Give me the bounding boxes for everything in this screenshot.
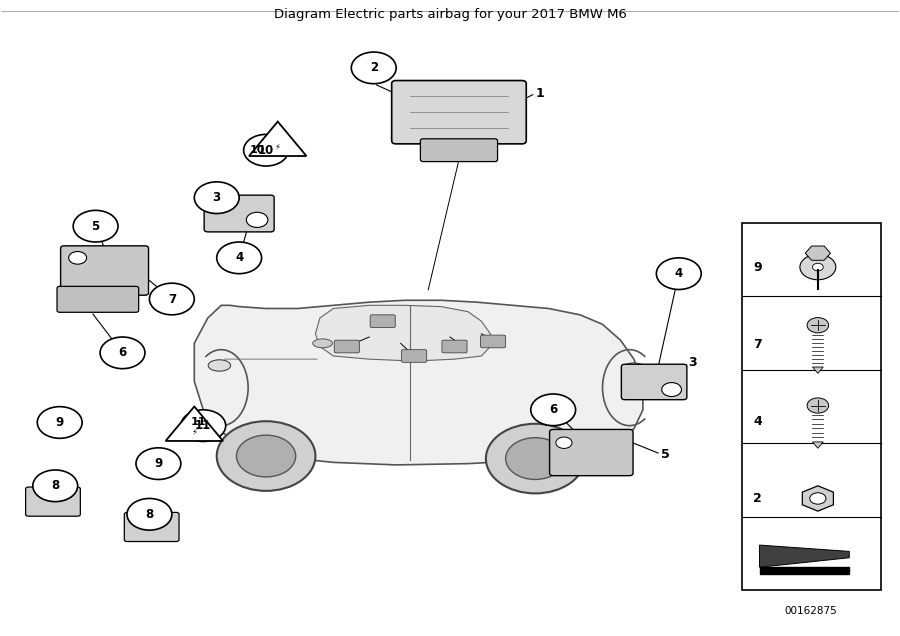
FancyBboxPatch shape [550, 429, 633, 476]
Circle shape [127, 499, 172, 530]
Circle shape [807, 317, 829, 333]
Circle shape [486, 424, 585, 494]
Text: 4: 4 [753, 415, 762, 428]
Text: 10: 10 [258, 144, 274, 156]
FancyBboxPatch shape [57, 286, 139, 312]
Circle shape [181, 410, 226, 441]
Circle shape [149, 283, 194, 315]
FancyBboxPatch shape [124, 513, 179, 541]
Polygon shape [249, 121, 306, 156]
Bar [760, 567, 850, 574]
Circle shape [556, 437, 572, 448]
Ellipse shape [312, 339, 332, 348]
Text: Diagram Electric parts airbag for your 2017 BMW M6: Diagram Electric parts airbag for your 2… [274, 8, 626, 21]
Text: 9: 9 [753, 261, 762, 273]
Text: ⚡: ⚡ [274, 142, 281, 151]
FancyBboxPatch shape [442, 340, 467, 353]
Circle shape [32, 470, 77, 502]
Text: 4: 4 [675, 267, 683, 280]
Circle shape [244, 134, 289, 166]
Circle shape [800, 254, 836, 280]
Circle shape [531, 394, 576, 425]
Text: 5: 5 [661, 448, 670, 460]
FancyBboxPatch shape [370, 315, 395, 328]
Circle shape [813, 263, 824, 271]
PathPatch shape [194, 300, 643, 465]
Circle shape [656, 258, 701, 289]
FancyBboxPatch shape [334, 340, 359, 353]
Circle shape [351, 52, 396, 84]
Circle shape [68, 251, 86, 264]
Polygon shape [813, 442, 824, 448]
Text: 8: 8 [145, 508, 154, 521]
FancyBboxPatch shape [420, 139, 498, 162]
Polygon shape [166, 406, 223, 441]
Circle shape [217, 242, 262, 273]
Text: 9: 9 [56, 416, 64, 429]
Text: 11: 11 [191, 417, 206, 427]
Polygon shape [802, 486, 833, 511]
Circle shape [247, 212, 268, 228]
PathPatch shape [315, 305, 491, 361]
Text: 7: 7 [167, 293, 176, 305]
Text: 11: 11 [195, 419, 212, 432]
FancyBboxPatch shape [401, 350, 427, 363]
Polygon shape [806, 246, 831, 260]
Text: 5: 5 [92, 219, 100, 233]
FancyBboxPatch shape [621, 364, 687, 399]
FancyBboxPatch shape [60, 245, 148, 295]
Circle shape [136, 448, 181, 480]
FancyBboxPatch shape [481, 335, 506, 348]
Text: 7: 7 [753, 338, 762, 350]
Text: 3: 3 [688, 356, 697, 369]
FancyBboxPatch shape [392, 81, 526, 144]
Polygon shape [813, 367, 824, 373]
Ellipse shape [623, 363, 645, 375]
Circle shape [37, 406, 82, 438]
Circle shape [810, 493, 826, 504]
Circle shape [237, 435, 296, 477]
Circle shape [100, 337, 145, 369]
Text: 2: 2 [753, 492, 762, 505]
Text: 3: 3 [212, 191, 220, 204]
Text: ⚡: ⚡ [192, 427, 197, 436]
Text: 1: 1 [536, 86, 544, 100]
Text: 00162875: 00162875 [785, 606, 838, 616]
FancyBboxPatch shape [742, 223, 881, 590]
Circle shape [662, 383, 681, 396]
FancyBboxPatch shape [25, 487, 80, 516]
Circle shape [807, 398, 829, 413]
Circle shape [217, 421, 315, 491]
Text: 4: 4 [235, 251, 243, 265]
Circle shape [73, 211, 118, 242]
Circle shape [506, 438, 565, 480]
Text: 10: 10 [249, 145, 265, 155]
Text: 6: 6 [549, 403, 557, 417]
FancyBboxPatch shape [204, 195, 274, 232]
Text: 6: 6 [119, 347, 127, 359]
Text: 2: 2 [370, 62, 378, 74]
Polygon shape [760, 545, 850, 567]
Ellipse shape [208, 360, 230, 371]
Text: 8: 8 [51, 480, 59, 492]
Text: 9: 9 [154, 457, 163, 470]
Circle shape [194, 182, 239, 214]
